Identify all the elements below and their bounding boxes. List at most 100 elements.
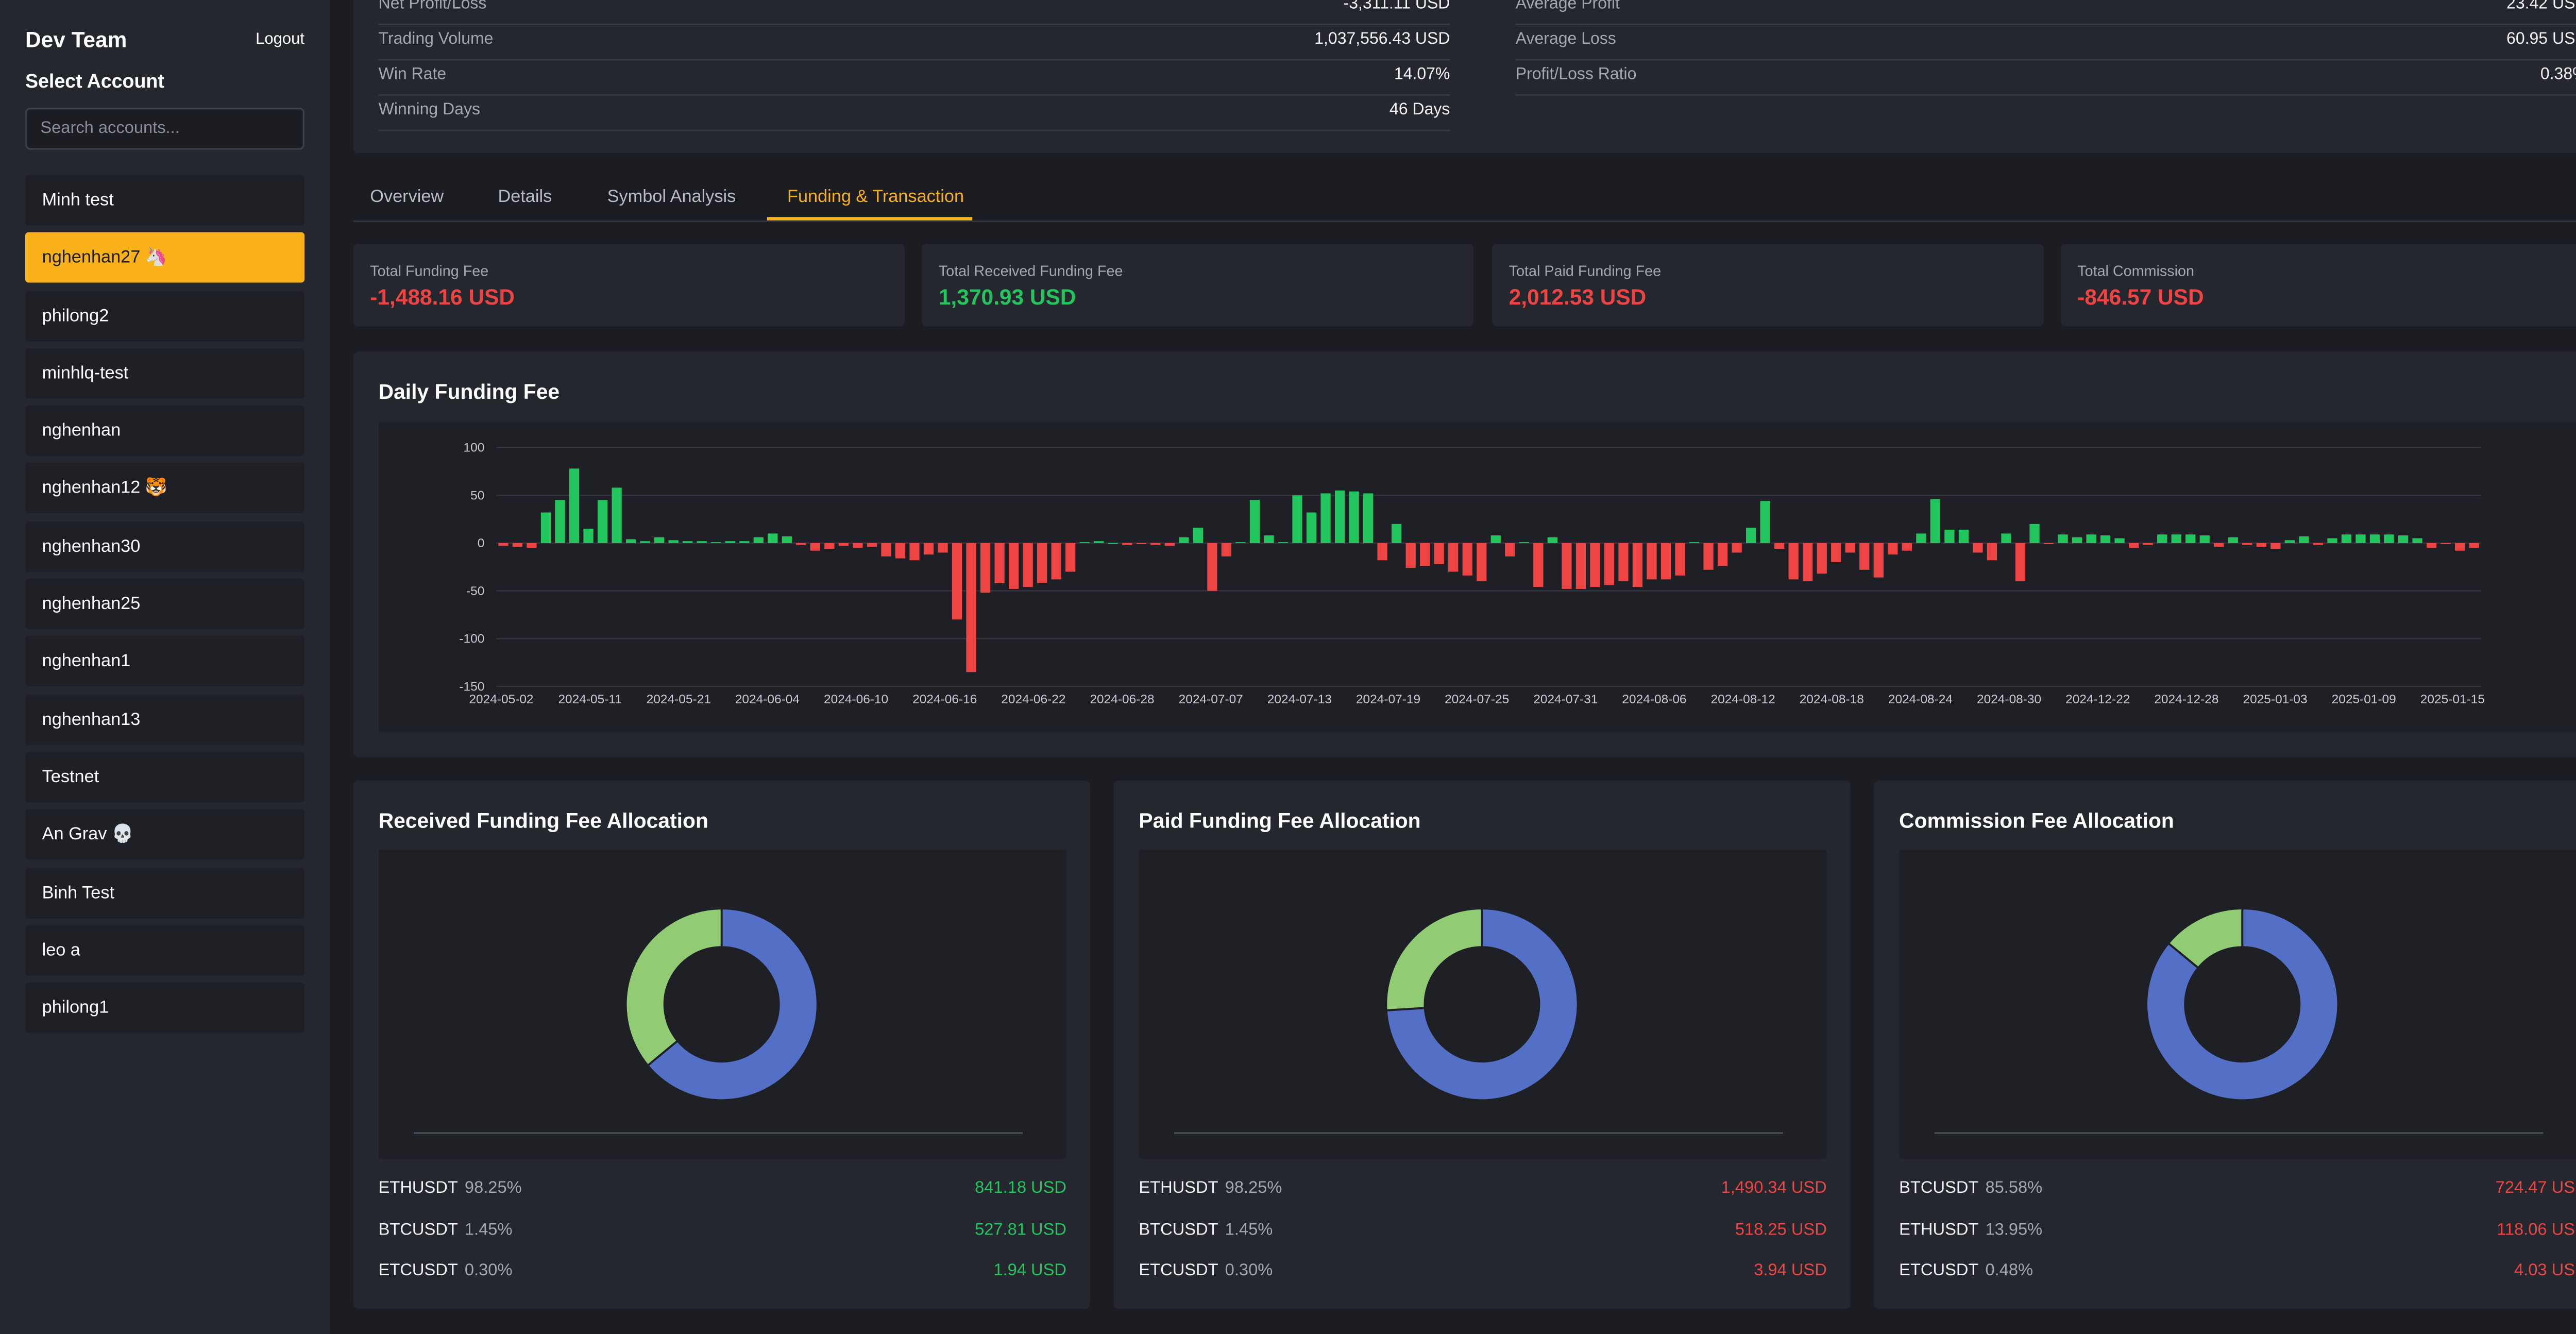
bar[interactable] [1008,543,1019,589]
bar[interactable] [1590,543,1600,587]
bar[interactable] [938,543,948,553]
bar[interactable] [980,543,991,593]
bar[interactable] [1973,543,1983,553]
bar[interactable] [2043,543,2054,544]
bar[interactable] [1675,543,1685,576]
tab-funding-transaction[interactable]: Funding & Transaction [787,187,964,207]
bar[interactable] [1420,543,1430,566]
bar[interactable] [2369,534,2380,543]
bar[interactable] [2185,534,2196,543]
account-item[interactable]: minhlq-test [25,348,304,399]
bar[interactable] [1519,542,1529,544]
donut-slice[interactable] [646,907,819,1102]
bar[interactable] [923,543,934,555]
bar[interactable] [1392,524,1402,543]
bar[interactable] [1930,499,1941,543]
bar[interactable] [612,487,622,543]
bar[interactable] [1023,543,1033,587]
account-item[interactable]: nghenhan [25,406,304,457]
bar[interactable] [1193,528,1203,543]
bar[interactable] [1490,535,1501,543]
bar[interactable] [2441,543,2451,544]
bar[interactable] [2341,534,2352,543]
bar[interactable] [867,543,877,547]
bar[interactable] [583,529,594,543]
account-item[interactable]: philong2 [25,290,304,341]
donut-slice[interactable] [624,907,723,1067]
bar[interactable] [1249,500,1260,543]
bar[interactable] [1292,495,1302,543]
bar[interactable] [2299,536,2309,543]
bar[interactable] [952,543,962,620]
bar[interactable] [1051,543,1061,580]
bar[interactable] [1334,490,1345,543]
bar[interactable] [1803,543,1813,582]
bar[interactable] [2029,524,2040,543]
bar[interactable] [1760,501,1770,543]
donut-slice[interactable] [1385,907,1483,1011]
bar[interactable] [2313,543,2324,545]
bar[interactable] [1235,542,1246,544]
bar[interactable] [1094,541,1104,543]
bar[interactable] [711,542,721,544]
bar[interactable] [1873,543,1884,578]
bar[interactable] [2015,543,2026,582]
account-item[interactable]: Binh Test [25,867,304,918]
bar[interactable] [1079,542,1090,544]
bar[interactable] [1717,543,1728,566]
bar[interactable] [2454,543,2465,551]
bar[interactable] [1916,533,1926,543]
bar[interactable] [824,543,835,549]
bar[interactable] [498,543,509,546]
bar[interactable] [2270,543,2281,549]
bar[interactable] [1888,543,1898,555]
bar[interactable] [753,537,764,543]
bar[interactable] [881,543,891,556]
bar[interactable] [597,500,608,543]
bar[interactable] [697,541,707,543]
bar[interactable] [1788,543,1799,580]
tab-symbol-analysis[interactable]: Symbol Analysis [607,187,736,207]
bar[interactable] [2256,543,2266,547]
tab-details[interactable]: Details [498,187,552,207]
bar[interactable] [640,541,650,543]
bar[interactable] [1349,491,1359,543]
bar[interactable] [796,543,806,545]
bar[interactable] [1547,537,1557,543]
bar[interactable] [1179,537,1189,543]
bar[interactable] [1732,543,1742,553]
bar[interactable] [1817,543,1827,574]
donut-slice[interactable] [2167,907,2244,970]
bar[interactable] [2242,543,2252,545]
bar[interactable] [1632,543,1643,587]
bar[interactable] [2129,543,2139,548]
bar[interactable] [2426,543,2437,548]
bar[interactable] [625,539,636,543]
bar[interactable] [895,543,906,559]
bar[interactable] [782,536,792,543]
account-item[interactable]: nghenhan1 [25,636,304,687]
bar[interactable] [2327,538,2337,543]
bar[interactable] [1987,543,1997,561]
bar[interactable] [654,537,665,543]
bar[interactable] [1505,543,1515,556]
bar[interactable] [2355,534,2366,543]
bar[interactable] [1958,529,1969,543]
bar[interactable] [2384,534,2394,543]
bar[interactable] [512,543,523,547]
account-item[interactable]: nghenhan12 🐯 [25,463,304,514]
bar[interactable] [1845,543,1855,553]
bar[interactable] [1207,543,1217,591]
bar[interactable] [1221,543,1232,556]
bar[interactable] [1462,543,1472,576]
bar[interactable] [1377,543,1387,561]
logout-button[interactable]: Logout [256,30,304,49]
bar[interactable] [909,543,920,561]
bar[interactable] [1562,543,1572,589]
bar[interactable] [2199,535,2210,543]
donut-slice[interactable] [2145,907,2340,1102]
account-item[interactable]: nghenhan30 [25,521,304,572]
account-item[interactable]: nghenhan27 🦄 [25,232,304,283]
bar[interactable] [1278,542,1289,544]
bar[interactable] [1136,543,1146,544]
